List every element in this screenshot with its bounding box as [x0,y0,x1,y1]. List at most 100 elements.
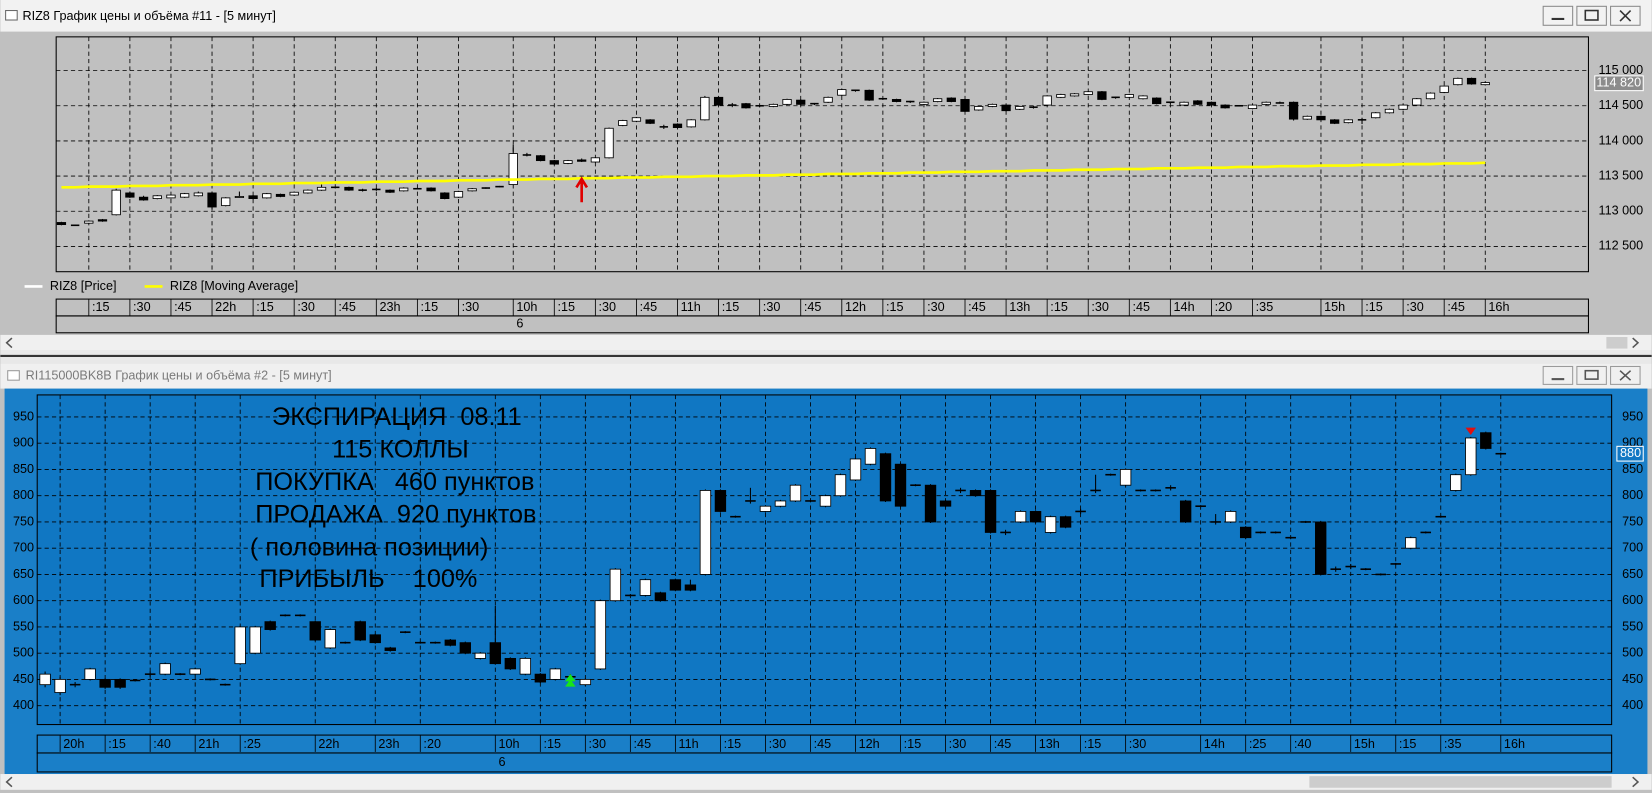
candle-body [1495,452,1507,455]
candle-body [1059,516,1072,528]
candle-body [1165,487,1176,489]
annotation: ЭКСПИРАЦИЯ 08.11 [272,403,522,431]
close-button[interactable] [1610,5,1641,26]
candle-body [129,679,141,682]
candle-body [1330,119,1340,124]
candle-body [1465,437,1477,476]
y-tick-label: 700 [1622,541,1643,555]
candle-body [125,192,135,198]
y-tick-label: 114 500 [1599,98,1644,112]
x-tick-label: 13h [1009,300,1030,314]
candle-body [1015,106,1025,110]
candle-body [1083,91,1093,95]
minimize-button[interactable] [1542,365,1574,385]
y-tick-label: 650 [13,567,34,581]
scrollbar[interactable] [0,774,1652,790]
title-bar[interactable] [0,363,1652,389]
candle-body [399,187,409,192]
x-tick-label: 20h [63,737,84,751]
candle-body [180,193,190,198]
x-tick-label: 22h [318,737,339,751]
candle-body [741,103,751,109]
close-button[interactable] [1610,365,1641,385]
y-tick-label: 500 [1622,646,1643,660]
candle-body [1439,85,1449,93]
candle-body [1412,98,1422,106]
candle-body [459,642,471,654]
candle-body [1152,97,1162,105]
candle-body [1375,573,1386,576]
x-tick-label: :30 [599,300,617,314]
legend-label: RIZ8 [Moving Average] [170,279,298,293]
candle-body [400,631,411,633]
candle-body [1384,108,1395,114]
candle-body [84,220,94,224]
candle-body [1220,104,1230,109]
legend-label: RIZ8 [Price] [50,279,117,293]
maximize-button[interactable] [1576,5,1607,26]
candle-body [453,191,464,198]
x-tick-label: :15 [886,300,904,314]
x-tick-label: :15 [1399,737,1417,751]
candle-body [1195,505,1206,507]
x-tick-label: :15 [256,300,274,314]
y-tick-label: 850 [13,462,34,476]
plot-area [55,36,1589,273]
candle-body [1224,511,1237,523]
candle-body [1435,515,1447,518]
candle-body [659,126,669,128]
candle-body [1466,77,1477,85]
candle-body [1390,563,1402,565]
candle-body [1425,92,1436,100]
candle-body [594,600,607,670]
x-tick-label: 14h [1204,737,1225,751]
moving-average-line [61,161,1486,189]
title-bar[interactable] [0,0,1652,32]
candle-body [672,123,683,128]
candle-body [1014,511,1027,523]
x-tick-label: 22h [215,300,236,314]
candle-body [946,97,956,102]
candle-body [1234,104,1244,107]
candle-body [430,641,441,644]
last-price-box [1616,445,1644,462]
x-tick-label: :20 [423,737,441,751]
entry-arrow [575,176,589,203]
candle-body [70,224,80,227]
candle-body [1453,77,1463,86]
last-price-label: 880 [1620,446,1641,460]
candle-body [324,629,336,649]
candle-body [919,101,929,105]
annotation: 115 КОЛЛЫ [332,435,469,463]
candle-body [69,683,81,686]
candle-body [495,185,504,188]
candle-body [522,154,532,156]
x-tick-label: :45 [174,300,192,314]
x-tick-label: :30 [927,300,945,314]
candle-body [625,594,636,597]
x-tick-label: :35 [1256,300,1274,314]
candle-body [987,103,998,107]
maximize-button[interactable] [1576,365,1607,385]
window-title: RI115000BK8B График цены и объёма #2 - [… [26,368,332,382]
candle-body [384,647,396,651]
candle-body [1270,531,1281,534]
scrollbar[interactable] [0,334,1652,351]
candle-body [504,657,517,670]
candle-body [1179,101,1189,106]
candle-body [910,484,921,486]
y-tick-label: 950 [1622,409,1643,423]
candle-body [358,189,367,191]
x-tick-label: 21h [198,737,219,751]
candle-body [1124,94,1134,98]
candle-body [234,626,246,665]
x-tick-label: :45 [804,300,822,314]
candle-body [932,98,943,102]
minimize-button[interactable] [1542,5,1574,26]
x-tick-label: :15 [557,300,575,314]
date-axis [55,315,1589,334]
candle-body [1075,510,1086,513]
candle-body [1042,95,1052,106]
y-tick-label: 114 000 [1599,133,1644,147]
candle-body [1166,101,1175,104]
